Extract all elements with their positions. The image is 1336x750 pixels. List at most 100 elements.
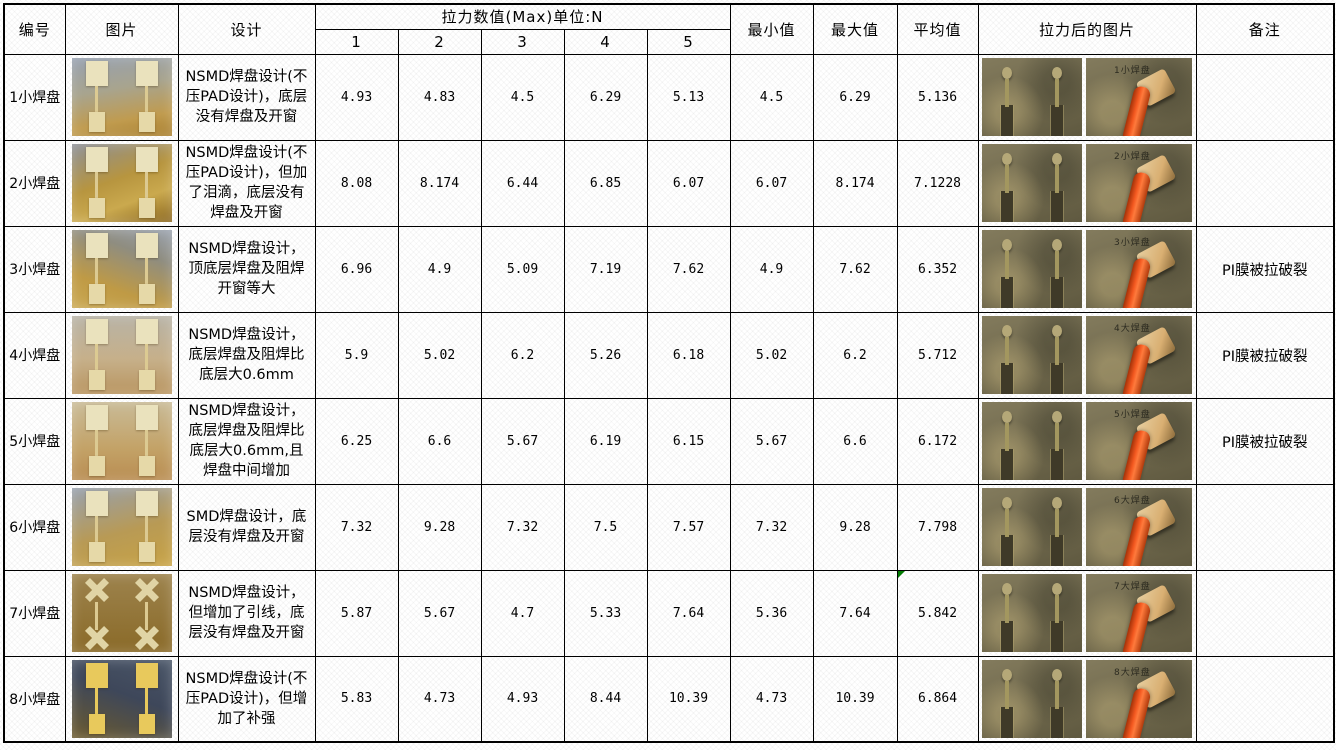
pull-value-5-cell: 5.13 xyxy=(646,53,731,141)
after-photo-board xyxy=(982,230,1083,308)
pull-value-4-cell: 6.19 xyxy=(563,397,648,485)
after-photo-cell: 1小焊盘 xyxy=(977,53,1197,141)
min-value-cell: 5.02 xyxy=(729,311,814,399)
pad-right xyxy=(134,491,160,563)
table-row: 4小焊盘 NSMD焊盘设计，底层焊盘及阻焊比底层大0.6mm 5.9 5.02 … xyxy=(3,311,1335,399)
table-row: 1小焊盘 NSMD焊盘设计(不压PAD设计)，底层没有焊盘及开窗 4.93 4.… xyxy=(3,53,1335,141)
pad-photo-cell xyxy=(64,655,179,743)
table-row: 8小焊盘 NSMD焊盘设计(不压PAD设计)，但增加了补强 5.83 4.73 … xyxy=(3,655,1335,743)
pulled-pad-icon xyxy=(1049,67,1065,127)
pull-value-5-cell: 6.07 xyxy=(646,139,731,227)
pulled-pad-icon xyxy=(999,583,1015,643)
after-photo-label: 8大焊盘 xyxy=(1114,667,1151,678)
pull-value-2-cell: 8.174 xyxy=(397,139,482,227)
after-photo-closeup: 8大焊盘 xyxy=(1086,659,1193,738)
pad-stem-icon xyxy=(94,516,98,544)
table-row: 7小焊盘 NSMD焊盘设计，但增加了引线，底层没有焊盘及开窗 5.87 5.67… xyxy=(3,569,1335,657)
after-photos: 8大焊盘 xyxy=(982,659,1193,738)
pad-stem-icon xyxy=(144,687,148,716)
avg-value-cell: 6.352 xyxy=(896,225,979,313)
after-photo-label: 4大焊盘 xyxy=(1114,324,1151,334)
pull-value-2-cell: 4.73 xyxy=(397,655,482,743)
header-image: 图片 xyxy=(64,3,179,55)
pull-value-3-cell: 5.09 xyxy=(480,225,565,313)
after-photo-label: 6大焊盘 xyxy=(1114,496,1151,506)
pad-right xyxy=(134,233,160,305)
after-photo-closeup: 5小焊盘 xyxy=(1086,402,1193,480)
header-min: 最小值 xyxy=(729,3,814,55)
pulled-pad-icon xyxy=(1049,239,1065,299)
after-photo-label: 1小焊盘 xyxy=(1114,66,1151,76)
pull-value-5-cell: 7.62 xyxy=(646,225,731,313)
avg-value-cell: 6.172 xyxy=(896,397,979,485)
after-photo-board xyxy=(982,574,1083,652)
pull-wire-icon xyxy=(1121,600,1152,652)
pull-value-4-cell: 8.44 xyxy=(563,655,648,743)
after-photo-label: 2小焊盘 xyxy=(1114,152,1151,162)
min-value-cell: 6.07 xyxy=(729,139,814,227)
pull-value-3-cell: 4.5 xyxy=(480,53,565,141)
pull-value-5-cell: 10.39 xyxy=(646,655,731,743)
max-value-cell: 6.6 xyxy=(812,397,898,485)
pad-bottom-icon xyxy=(138,542,155,562)
after-photo-label: 7大焊盘 xyxy=(1114,582,1151,592)
avg-value-cell: 5.712 xyxy=(896,311,979,399)
pad-left xyxy=(84,577,110,649)
min-value-cell: 5.67 xyxy=(729,397,814,485)
table-row: 3小焊盘 NSMD焊盘设计，顶底层焊盘及阻焊开窗等大 6.96 4.9 5.09… xyxy=(3,225,1335,313)
pulled-pad-icon xyxy=(999,153,1015,213)
pull-value-1-cell: 8.08 xyxy=(314,139,399,227)
row-id-cell: 1小焊盘 xyxy=(3,53,66,141)
after-photo-closeup: 6大焊盘 xyxy=(1086,488,1193,566)
pad-top-icon xyxy=(136,577,158,602)
pad-bottom-icon xyxy=(88,370,105,390)
pull-value-2-cell: 6.6 xyxy=(397,397,482,485)
pad-stem-icon xyxy=(144,344,148,372)
header-max: 最大值 xyxy=(812,3,898,55)
after-photo-closeup: 3小焊盘 xyxy=(1086,230,1193,308)
after-photos: 3小焊盘 xyxy=(982,230,1193,308)
design-cell: NSMD焊盘设计(不压PAD设计)，底层没有焊盘及开窗 xyxy=(177,53,316,141)
pull-value-3-cell: 5.67 xyxy=(480,397,565,485)
pad-left xyxy=(84,147,110,219)
pad-bottom-icon xyxy=(138,198,155,218)
remark-cell xyxy=(1195,139,1335,227)
pull-value-2-cell: 4.83 xyxy=(397,53,482,141)
pad-stem-icon xyxy=(144,172,148,200)
min-value-cell: 5.36 xyxy=(729,569,814,657)
pull-value-2-cell: 4.9 xyxy=(397,225,482,313)
pull-value-4-cell: 5.33 xyxy=(563,569,648,657)
pulled-pad-icon xyxy=(1049,583,1065,643)
pad-right xyxy=(134,405,160,477)
pad-left xyxy=(84,662,110,735)
after-photo-closeup: 4大焊盘 xyxy=(1086,316,1193,394)
pulled-pad-icon xyxy=(1049,411,1065,471)
pull-wire-icon xyxy=(1121,170,1152,222)
after-photos: 1小焊盘 xyxy=(982,58,1193,136)
pad-top-icon xyxy=(85,491,108,516)
header-after-image: 拉力后的图片 xyxy=(977,3,1197,55)
table-header: 编号 图片 设计 拉力数值(Max)单位:N 最小值 最大值 平均值 拉力后的图… xyxy=(3,3,1335,55)
pull-value-3-cell: 7.32 xyxy=(480,483,565,571)
after-photo-board xyxy=(982,58,1083,136)
pull-value-1-cell: 5.9 xyxy=(314,311,399,399)
row-id-cell: 4小焊盘 xyxy=(3,311,66,399)
max-value-cell: 10.39 xyxy=(812,655,898,743)
design-cell: NSMD焊盘设计，顶底层焊盘及阻焊开窗等大 xyxy=(177,225,316,313)
header-trial-1: 1 xyxy=(314,28,399,55)
pulled-pad-icon xyxy=(999,239,1015,299)
max-value-cell: 7.62 xyxy=(812,225,898,313)
row-id-cell: 6小焊盘 xyxy=(3,483,66,571)
design-cell: NSMD焊盘设计，但增加了引线，底层没有焊盘及开窗 xyxy=(177,569,316,657)
after-photo-board xyxy=(982,144,1083,222)
pad-top-icon xyxy=(85,662,108,688)
pull-wire-icon xyxy=(1121,514,1152,566)
header-design: 设计 xyxy=(177,3,316,55)
pull-wire-icon xyxy=(1121,428,1152,480)
pad-bottom-icon xyxy=(88,198,105,218)
pad-top-icon xyxy=(86,577,108,602)
pull-wire-icon xyxy=(1121,256,1152,308)
pad-stem-icon xyxy=(94,602,98,630)
avg-value-cell: 7.1228 xyxy=(896,139,979,227)
pulled-pad-icon xyxy=(999,67,1015,127)
